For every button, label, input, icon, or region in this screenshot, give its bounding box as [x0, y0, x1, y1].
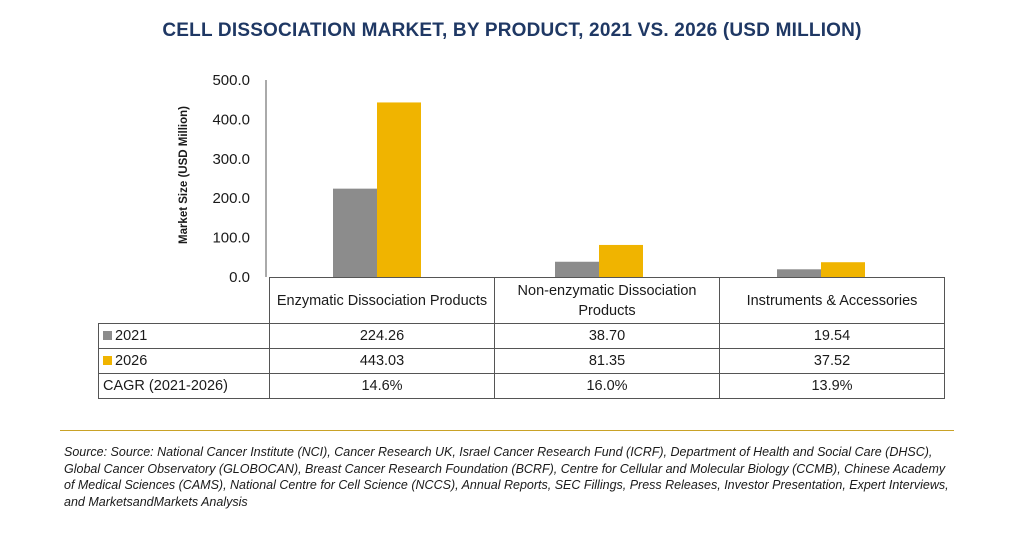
legend-entry-2026: 2026: [98, 348, 270, 374]
category-header: Enzymatic Dissociation Products: [269, 277, 495, 324]
value-cell: 81.35: [494, 348, 720, 374]
y-tick-label: 100.0: [212, 230, 250, 247]
cagr-label: CAGR (2021-2026): [98, 373, 270, 399]
y-tick-label: 400.0: [212, 111, 250, 128]
category-header: Non-enzymatic Dissociation Products: [494, 277, 720, 324]
legend-label: 2021: [115, 328, 148, 344]
y-tick-label: 500.0: [212, 72, 250, 89]
y-tick-label: 200.0: [212, 190, 250, 207]
data-table: Enzymatic Dissociation Products Non-enzy…: [98, 277, 945, 399]
value-cell: 224.26: [269, 323, 495, 349]
value-cell: 19.54: [719, 323, 945, 349]
value-cell: 37.52: [719, 348, 945, 374]
bar-2026-1: [377, 102, 421, 277]
cagr-cell: 16.0%: [494, 373, 720, 399]
bar-2021-2: [555, 261, 599, 277]
y-tick-label: 300.0: [212, 151, 250, 168]
bars: [333, 102, 865, 277]
category-header: Instruments & Accessories: [719, 277, 945, 324]
cagr-cell: 14.6%: [269, 373, 495, 399]
bar-2021-1: [333, 188, 377, 277]
table-row-2026: 2026 443.03 81.35 37.52: [98, 348, 945, 374]
table-header-row: Enzymatic Dissociation Products Non-enzy…: [98, 277, 945, 324]
legend-label: 2026: [115, 353, 148, 369]
legend-swatch-2021: [103, 331, 112, 340]
source-note: Source: Source: National Cancer Institut…: [64, 445, 949, 509]
table-row-cagr: CAGR (2021-2026) 14.6% 16.0% 13.9%: [98, 373, 945, 399]
cagr-cell: 13.9%: [719, 373, 945, 399]
table-corner: [98, 277, 270, 324]
bar-2026-2: [599, 244, 643, 277]
chart-title: CELL DISSOCIATION MARKET, BY PRODUCT, 20…: [162, 20, 862, 41]
table-row-2021: 2021 224.26 38.70 19.54: [98, 323, 945, 349]
source-divider: [60, 430, 954, 431]
legend-swatch-2026: [103, 356, 112, 365]
value-cell: 443.03: [269, 348, 495, 374]
legend-entry-2021: 2021: [98, 323, 270, 349]
bar-2021-3: [777, 269, 821, 277]
bar-2026-3: [821, 262, 865, 277]
value-cell: 38.70: [494, 323, 720, 349]
